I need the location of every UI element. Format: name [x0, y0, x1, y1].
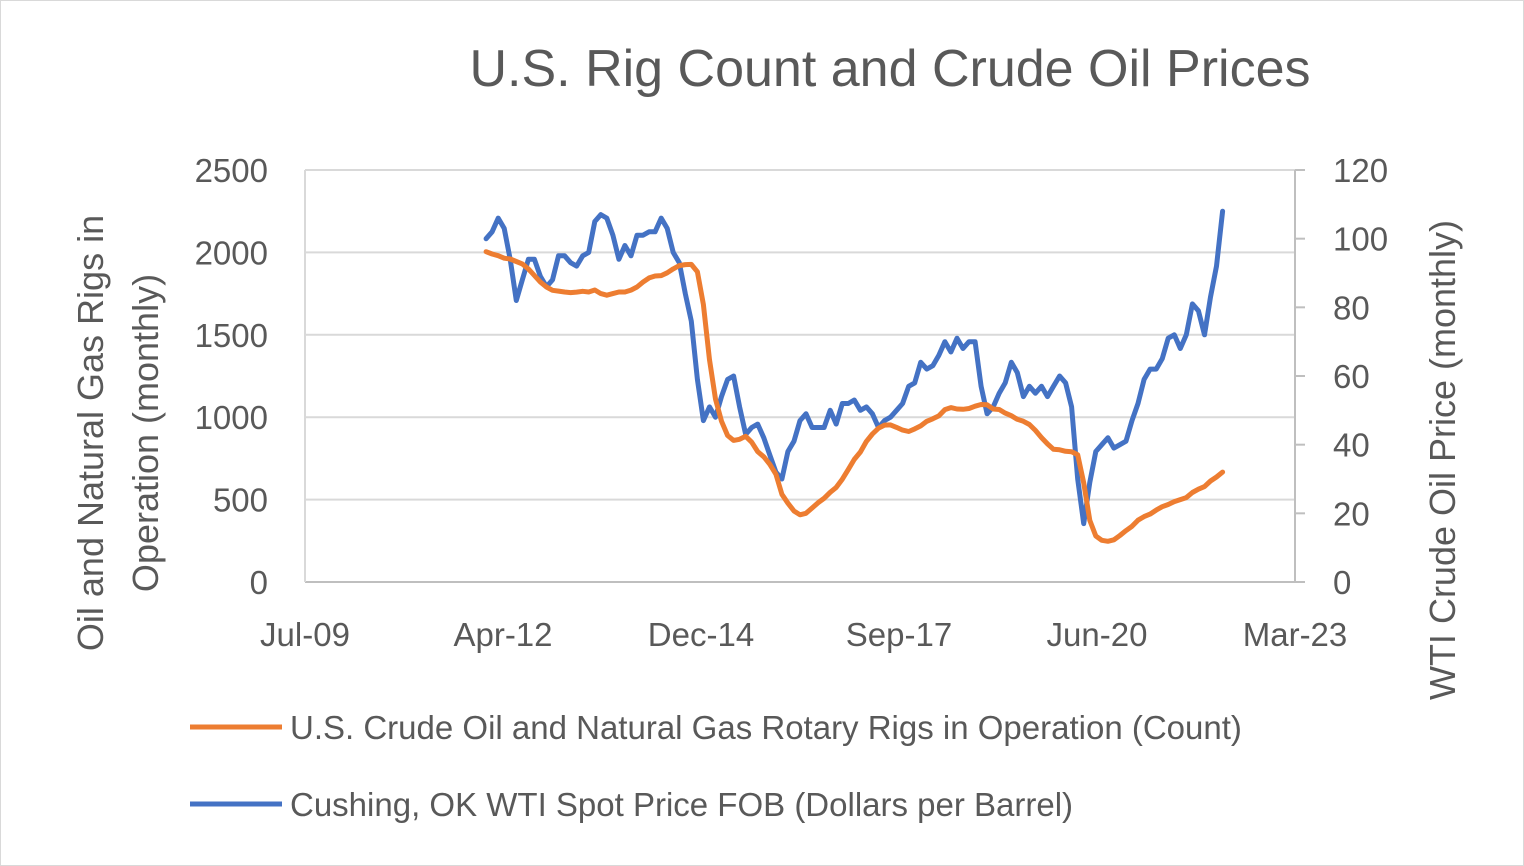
- x-axis-tick-label: Sep-17: [846, 616, 952, 653]
- series-line-wti-price: [483, 208, 1226, 527]
- x-axis-tick-label: Mar-23: [1243, 616, 1348, 653]
- x-axis-tick-label: Dec-14: [648, 616, 754, 653]
- left-axis-tick-label: 1000: [195, 399, 268, 436]
- legend-label-rigs: U.S. Crude Oil and Natural Gas Rotary Ri…: [290, 709, 1242, 746]
- left-axis-tick-label: 0: [250, 564, 268, 601]
- right-axis-tick-label: 100: [1333, 221, 1388, 258]
- right-axis-tick-label: 80: [1333, 289, 1370, 326]
- left-axis-tick-label: 2000: [195, 234, 268, 271]
- right-axis-tick-label: 60: [1333, 358, 1370, 395]
- right-axis-tick-label: 0: [1333, 564, 1351, 601]
- left-axis-title-line2: Operation (monthly): [125, 274, 166, 592]
- right-axis-tick-label: 20: [1333, 495, 1370, 532]
- legend-label-wti: Cushing, OK WTI Spot Price FOB (Dollars …: [290, 786, 1073, 823]
- axes: 0 500 1000 1500 2000 2500 0 20 40 60 80 100 120 Jul-0…: [195, 152, 1388, 653]
- right-axis-tick-label: 40: [1333, 427, 1370, 464]
- series-line-rig-count: [483, 249, 1226, 544]
- right-axis-tick-label: 120: [1333, 152, 1388, 189]
- x-axis-tick-label: Jul-09: [260, 616, 350, 653]
- left-axis-tick-label: 1500: [195, 317, 268, 354]
- gridlines: [305, 169, 1295, 583]
- series-lines: [483, 208, 1226, 544]
- right-axis-title: WTI Crude Oil Price (monthly): [1422, 220, 1463, 700]
- x-axis-tick-label: Jun-20: [1047, 616, 1148, 653]
- legend: U.S. Crude Oil and Natural Gas Rotary Ri…: [190, 709, 1242, 823]
- x-axis-tick-label: Apr-12: [453, 616, 552, 653]
- left-axis-tick-label: 500: [213, 482, 268, 519]
- left-axis-tick-label: 2500: [195, 152, 268, 189]
- chart-title: U.S. Rig Count and Crude Oil Prices: [469, 40, 1310, 98]
- left-axis-title-line1: Oil and Natural Gas Rigs in: [70, 215, 111, 651]
